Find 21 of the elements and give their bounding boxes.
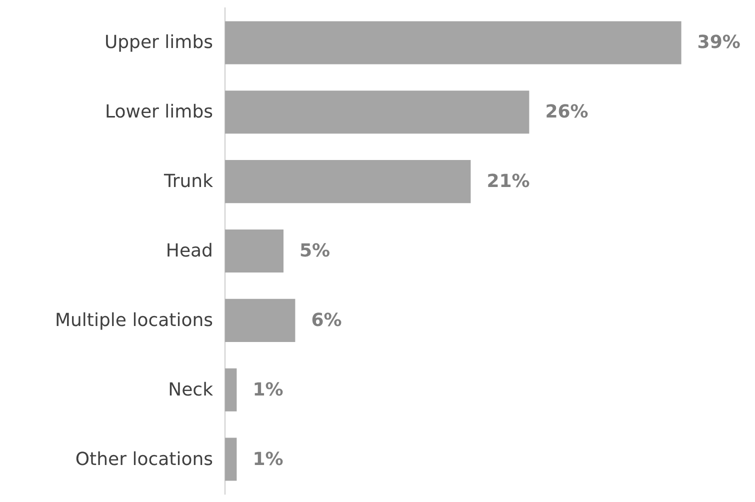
data-label: 1% [252,448,284,470]
bar [225,90,530,134]
bar [225,438,237,481]
data-label: 6% [311,310,342,331]
y-tick-label: Head [166,240,213,262]
y-tick-label: Lower limbs [105,102,213,123]
y-tick-label: Neck [168,379,214,400]
bar [225,229,284,273]
bar [225,21,682,64]
data-label: 39% [697,32,740,54]
data-label: 21% [486,171,530,192]
y-tick-label: Trunk [163,171,214,192]
bar [225,160,471,204]
data-label: 5% [300,240,330,262]
data-label: 1% [252,379,284,400]
data-label: 26% [545,102,588,123]
bar [225,368,237,412]
bar [225,298,296,342]
y-tick-label: Other locations [75,448,213,470]
y-tick-label: Upper limbs [104,32,213,54]
y-tick-label: Multiple locations [54,310,213,331]
